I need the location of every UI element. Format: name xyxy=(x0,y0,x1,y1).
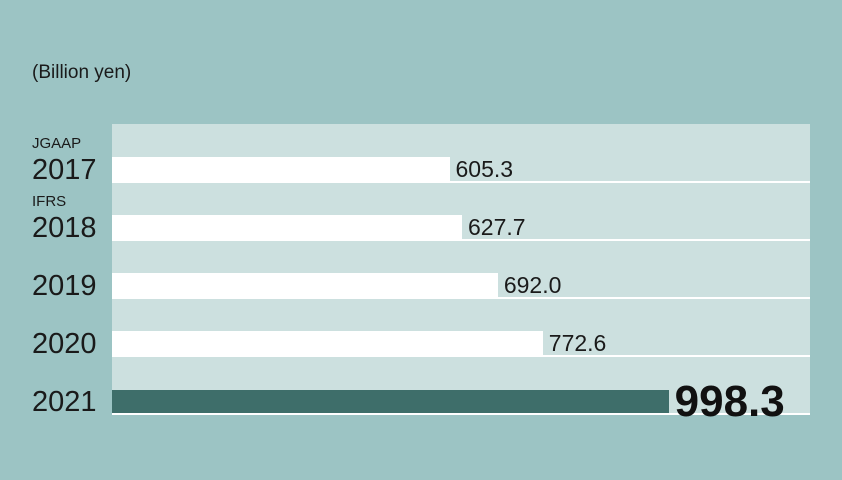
row-separator xyxy=(112,355,810,357)
value-label-2018: 627.7 xyxy=(468,214,526,240)
row-separator xyxy=(112,239,810,241)
value-label-2017: 605.3 xyxy=(455,156,514,182)
value-label-2021: 998.3 xyxy=(674,377,785,426)
year-label-2020: 2020 xyxy=(32,328,97,360)
standard-label-2018: IFRS xyxy=(32,193,67,210)
year-label-2019: 2019 xyxy=(32,270,97,302)
year-label-2021: 2021 xyxy=(32,386,97,418)
unit-label: (Billion yen) xyxy=(32,62,132,83)
bar-2017 xyxy=(112,157,450,181)
bar-2019 xyxy=(112,273,498,297)
value-label-2020: 772.6 xyxy=(548,330,607,356)
chart-panel: 605.3 627.7 692.0 772.6 998.3 xyxy=(112,124,810,424)
bar-2020 xyxy=(112,331,543,355)
year-label-2018: 2018 xyxy=(32,212,97,244)
row-separator xyxy=(112,297,810,299)
bar-2021 xyxy=(112,390,669,414)
row-separator xyxy=(112,181,810,183)
bar-2018 xyxy=(112,215,462,239)
standard-label-2017: JGAAP xyxy=(32,135,82,152)
value-label-2019: 692.0 xyxy=(503,272,562,298)
year-label-2017: 2017 xyxy=(32,154,97,186)
row-separator xyxy=(112,413,810,415)
